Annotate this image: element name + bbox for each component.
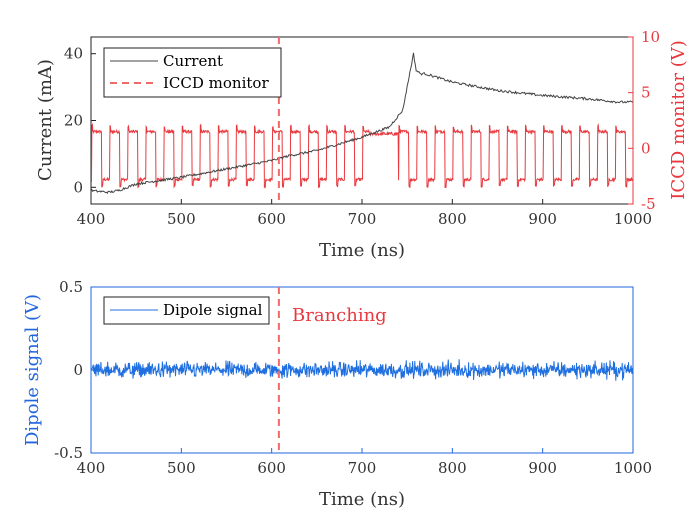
- bottom-xtick-label: 1000: [614, 459, 652, 477]
- top-xtick-label: 600: [257, 210, 286, 228]
- bottom-ytick-label: 0.5: [59, 278, 83, 296]
- top-xtick-label: 1000: [614, 210, 652, 228]
- top-y-ticks-right: -5 0 5 10: [628, 28, 660, 213]
- top-ytick-right-label: 0: [641, 139, 651, 157]
- top-xtick-label: 800: [438, 210, 467, 228]
- bottom-y-axis-title: Dipole signal (V): [22, 294, 43, 446]
- bottom-x-axis-title: Time (ns): [319, 489, 405, 510]
- top-xtick-label: 400: [77, 210, 106, 228]
- series-iccd-monitor: [90, 122, 634, 189]
- series-dipole-signal: [90, 359, 634, 381]
- top-ytick-left-label: 0: [73, 178, 83, 196]
- top-ytick-left-label: 20: [64, 112, 83, 130]
- top-xtick-label: 500: [167, 210, 196, 228]
- bottom-xtick-label: 900: [528, 459, 557, 477]
- top-y-axis-title-left: Current (mA): [35, 59, 56, 181]
- bottom-xtick-label: 400: [77, 459, 106, 477]
- top-y-axis-title-right: ICCD monitor (V): [668, 40, 689, 200]
- bottom-ytick-label: -0.5: [54, 444, 83, 462]
- top-ytick-left-label: 40: [64, 45, 83, 63]
- bottom-xtick-label: 800: [438, 459, 467, 477]
- bottom-legend: Dipole signal: [103, 296, 270, 325]
- bottom-chart: 400 500 600 700 800 900 1000 -0.5 0 0.5 Time (ns…: [22, 278, 652, 510]
- legend-label-iccd: ICCD monitor: [163, 74, 269, 92]
- top-xtick-label: 900: [528, 210, 557, 228]
- top-legend: Current ICCD monitor: [103, 47, 282, 98]
- legend-label-dipole: Dipole signal: [163, 301, 263, 319]
- bottom-plot-area: [90, 287, 634, 453]
- top-ytick-right-label: 5: [641, 84, 651, 102]
- top-x-axis-title: Time (ns): [319, 240, 405, 261]
- top-y-ticks-left: 0 20 40: [64, 45, 96, 196]
- bottom-xtick-label: 500: [167, 459, 196, 477]
- branching-annotation: Branching: [292, 305, 387, 326]
- top-legend-box: [103, 47, 282, 98]
- top-ytick-right-label: 10: [641, 28, 660, 46]
- legend-label-current: Current: [163, 52, 223, 70]
- bottom-y-ticks: -0.5 0 0.5: [54, 278, 96, 462]
- series-current: [90, 52, 634, 195]
- bottom-x-ticks: 400 500 600 700 800 900 1000: [77, 448, 652, 477]
- top-xtick-label: 700: [348, 210, 377, 228]
- bottom-xtick-label: 600: [257, 459, 286, 477]
- bottom-ytick-label: 0: [73, 361, 83, 379]
- top-chart: 400 500 600 700 800 900 1000 0 20 40 -5 0 5 10 Time…: [35, 28, 689, 261]
- top-ytick-right-label: -5: [641, 195, 656, 213]
- bottom-xtick-label: 700: [348, 459, 377, 477]
